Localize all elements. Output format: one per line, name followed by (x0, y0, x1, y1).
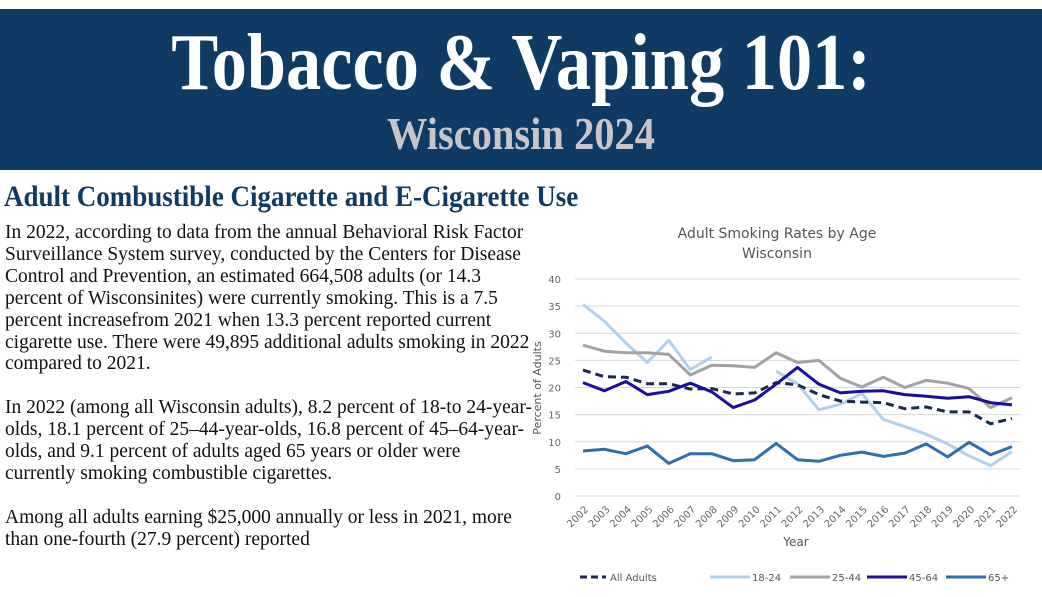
svg-text:2022: 2022 (994, 504, 1020, 530)
page-subtitle: Wisconsin 2024 (386, 108, 656, 159)
series-25-44 (582, 343, 1013, 410)
svg-text:2006: 2006 (651, 504, 677, 530)
paragraph-2: In 2022 (among all Wisconsin adults), 8.… (5, 397, 532, 485)
svg-text:2015: 2015 (844, 504, 870, 530)
svg-text:10: 10 (548, 438, 561, 449)
legend-label: 25-44 (832, 573, 861, 584)
series-18-24 (775, 369, 1013, 468)
body-text: In 2022, according to data from the annu… (5, 222, 533, 573)
svg-text:2019: 2019 (930, 504, 956, 530)
series-65- (582, 440, 1013, 465)
svg-text:2009: 2009 (715, 504, 741, 530)
svg-text:20: 20 (548, 384, 561, 395)
svg-text:40: 40 (548, 275, 561, 286)
svg-text:2005: 2005 (630, 504, 656, 530)
svg-text:2020: 2020 (951, 504, 977, 530)
svg-text:2010: 2010 (737, 504, 763, 530)
svg-text:2002: 2002 (565, 504, 591, 530)
svg-text:25: 25 (548, 356, 561, 367)
svg-text:2012: 2012 (780, 504, 806, 530)
series-45-64 (582, 365, 1013, 410)
series-all-adults (582, 368, 1013, 426)
series-18-24 (582, 303, 713, 372)
section-heading: Adult Combustible Cigarette and E-Cigare… (4, 180, 579, 213)
chart-series (582, 303, 1013, 468)
legend-label: 65+ (988, 573, 1009, 584)
x-axis-ticks: 2002200320042005200620072008200920102011… (565, 504, 1020, 530)
svg-text:2016: 2016 (866, 504, 892, 530)
chart-subtitle: Wisconsin (742, 246, 812, 262)
legend-label: 45-64 (909, 573, 938, 584)
svg-text:2008: 2008 (694, 504, 720, 530)
svg-text:2017: 2017 (887, 504, 913, 530)
x-axis-label: Year (782, 535, 808, 549)
chart-gridlines (575, 278, 1020, 497)
svg-text:2021: 2021 (973, 504, 999, 530)
paragraph-3: Among all adults earning $25,000 annuall… (5, 506, 512, 550)
svg-text:35: 35 (548, 302, 561, 313)
svg-text:0: 0 (555, 492, 561, 503)
svg-text:2003: 2003 (587, 504, 613, 530)
chart-title: Adult Smoking Rates by Age (678, 226, 877, 242)
smoking-rates-chart: Adult Smoking Rates by Age Wisconsin 0 5 1… (528, 218, 1042, 592)
paragraph-1: In 2022, according to data from the annu… (5, 222, 530, 375)
svg-text:5: 5 (555, 465, 561, 476)
chart-legend: All Adults 18-24 25-44 45-64 65+ (580, 573, 1009, 584)
svg-text:2004: 2004 (608, 504, 634, 530)
y-axis-label: Percent of Adults (531, 341, 544, 435)
svg-text:15: 15 (548, 411, 561, 422)
line-chart: Adult Smoking Rates by Age Wisconsin 0 5 1… (531, 226, 1020, 584)
legend-label: All Adults (610, 573, 657, 584)
svg-text:2018: 2018 (909, 504, 935, 530)
page-title: Tobacco & Vaping 101: (171, 19, 871, 107)
svg-text:2013: 2013 (801, 504, 827, 530)
legend-label: 18-24 (752, 573, 781, 584)
svg-text:2011: 2011 (758, 504, 784, 530)
svg-text:2007: 2007 (673, 504, 699, 530)
y-axis-ticks: 0 5 10 15 20 25 30 35 40 (548, 275, 561, 503)
header-banner: Tobacco & Vaping 101: Wisconsin 2024 (0, 9, 1042, 170)
svg-text:2014: 2014 (823, 504, 849, 530)
svg-text:30: 30 (548, 329, 561, 340)
